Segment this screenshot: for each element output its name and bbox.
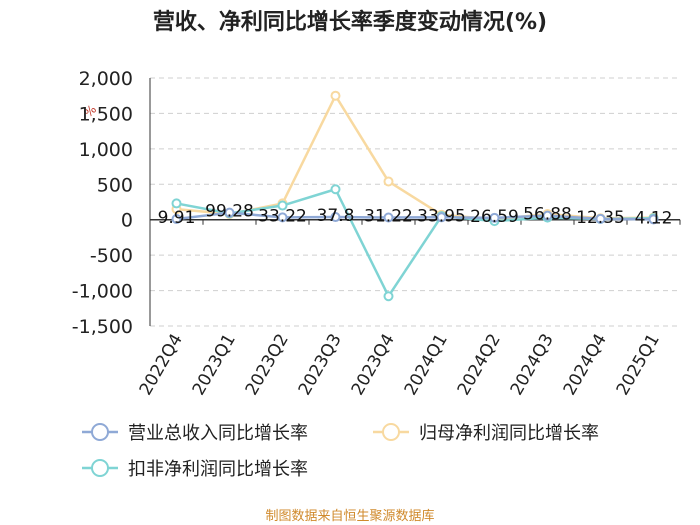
data-labels: 9.91 99.28 33.22 37.8 31.22 33.95 26.59 56.88 12… <box>158 202 673 229</box>
data-point <box>330 90 341 101</box>
data-point <box>277 200 288 211</box>
data-point <box>224 207 235 218</box>
data-point <box>330 184 341 195</box>
y-axis: 2,000 1,500 1,000 500 0 -500 -1,000 -1,500 <box>72 68 151 338</box>
y-tick-label: -500 <box>90 245 133 267</box>
x-axis: 2022Q4 2023Q1 2023Q2 2023Q3 2023Q4 2024Q1 2024… <box>136 218 681 399</box>
y-tick-label: 0 <box>121 210 133 232</box>
y-tick-label: 500 <box>97 174 133 196</box>
x-tick-label: 2024Q4 <box>560 331 611 399</box>
legend-label: 扣非净利润同比增长率 <box>128 459 308 480</box>
chart-title: 营收、净利同比增长率季度变动情况(%) <box>153 9 547 35</box>
legend-label: 营业总收入同比增长率 <box>128 423 308 444</box>
legend-marker <box>91 459 109 477</box>
y-tick-label: -1,000 <box>72 281 133 303</box>
data-label: 9.91 <box>158 208 196 228</box>
series-line <box>176 211 654 221</box>
legend-marker <box>91 423 109 441</box>
x-tick-label: 2024Q1 <box>401 331 452 399</box>
x-tick-label: 2024Q3 <box>507 331 558 399</box>
data-point <box>277 212 288 223</box>
data-label: 56.88 <box>523 205 572 225</box>
legend-item[interactable]: 营业总收入同比增长率 <box>82 423 308 444</box>
source-footer: 制图数据来自恒生聚源数据库 <box>265 508 434 524</box>
data-point <box>330 212 341 223</box>
data-label: 31.22 <box>364 207 413 227</box>
legend-label: 归母净利润同比增长率 <box>419 423 599 444</box>
x-tick-label: 2025Q1 <box>613 331 664 399</box>
data-label: 4.12 <box>635 208 673 228</box>
data-label: 26.59 <box>470 207 519 227</box>
data-label: 12.35 <box>576 208 625 228</box>
data-point <box>171 214 182 225</box>
legend-item[interactable]: 归母净利润同比增长率 <box>373 423 599 444</box>
data-point <box>383 212 394 223</box>
data-point <box>595 213 606 224</box>
x-tick-label: 2022Q4 <box>136 331 187 399</box>
series-lines <box>171 90 659 302</box>
x-tick-label: 2023Q4 <box>348 331 399 399</box>
y-tick-label: -1,500 <box>72 316 133 338</box>
data-point <box>383 176 394 187</box>
data-label: 33.95 <box>417 206 466 226</box>
data-label: 33.22 <box>258 206 307 226</box>
x-tick-label: 2024Q2 <box>454 331 505 399</box>
data-point <box>436 212 447 223</box>
legend-marker <box>382 423 400 441</box>
data-point <box>648 214 659 225</box>
data-point <box>542 210 553 221</box>
y-tick-label: 2,000 <box>79 68 133 90</box>
data-point <box>383 291 394 302</box>
x-tick-label: 2023Q3 <box>295 331 346 399</box>
x-tick-label: 2023Q1 <box>189 331 240 399</box>
data-point <box>489 212 500 223</box>
y-tick-label: 1,000 <box>79 139 133 161</box>
legend-item[interactable]: 扣非净利润同比增长率 <box>82 459 308 480</box>
data-label: 99.28 <box>205 202 254 222</box>
data-point <box>171 198 182 209</box>
x-tick-label: 2023Q2 <box>242 331 293 399</box>
data-label: 37.8 <box>317 206 355 226</box>
y-tick-label: 1,500 <box>79 103 133 125</box>
